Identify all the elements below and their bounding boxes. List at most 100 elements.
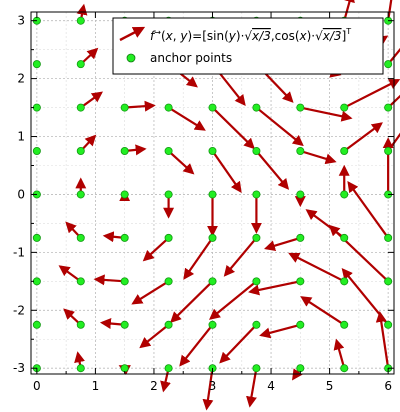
anchor-point (76, 16, 85, 25)
vector-arrow (343, 79, 400, 109)
anchor-point (164, 277, 173, 286)
anchor-point (384, 60, 393, 69)
anchor-point (340, 103, 349, 112)
anchor-point (120, 190, 129, 199)
anchor-point (384, 233, 393, 242)
vector-arrow (124, 100, 156, 112)
anchor-point (76, 277, 85, 286)
anchor-point (296, 190, 305, 199)
anchor-point (32, 320, 41, 329)
y-tick-label: 1 (17, 130, 25, 144)
vector-arrow (375, 310, 390, 369)
vector-arrow (202, 368, 214, 411)
vector-arrow (341, 268, 389, 326)
vector-arrow (80, 91, 103, 109)
axis-ticks: 0 1 2 3 4 5 6 -3 -2 -1 0 1 2 3 (13, 12, 394, 393)
anchor-point (296, 147, 305, 156)
vector-arrow (248, 280, 301, 296)
vector-arrow (131, 280, 170, 305)
anchor-point (384, 147, 393, 156)
vector-arrow (343, 122, 383, 152)
anchor-point (340, 320, 349, 329)
anchor-point (164, 364, 173, 373)
anchor-point (340, 364, 349, 373)
anchor-point (208, 103, 217, 112)
anchor-point (76, 364, 85, 373)
vector-arrow (223, 237, 258, 277)
vector-arrow (387, 94, 400, 109)
anchor-point (32, 147, 41, 156)
legend-vector-label: f→(x, y)=[sin(y)·√x/3,cos(x)·√x/3]T (150, 27, 351, 43)
vector-arrow (168, 106, 206, 131)
vector-arrow (328, 224, 389, 283)
vector-arrow (170, 280, 214, 324)
anchor-point (252, 320, 261, 329)
vector-arrow (211, 150, 242, 193)
anchor-point (340, 277, 349, 286)
anchor-point (252, 147, 261, 156)
anchor-point (32, 103, 41, 112)
anchor-point (208, 320, 217, 329)
vector-arrow (264, 236, 301, 252)
anchor-point (296, 233, 305, 242)
anchor-point (76, 103, 85, 112)
anchor-point (384, 277, 393, 286)
legend-box (112, 17, 384, 75)
anchor-point (120, 103, 129, 112)
anchor-point (32, 233, 41, 242)
vector-arrow (179, 324, 214, 367)
x-tick-label: 0 (33, 379, 41, 393)
vector-arrow (255, 106, 304, 147)
x-tick-label: 3 (209, 379, 217, 393)
legend-point-swatch (126, 53, 136, 63)
vector-arrow (300, 149, 337, 165)
anchor-point (384, 320, 393, 329)
anchor-point (296, 320, 305, 329)
anchor-point (208, 190, 217, 199)
y-tick-label: -1 (13, 245, 25, 259)
x-tick-label: 1 (92, 379, 100, 393)
y-tick-label: -3 (13, 361, 25, 375)
anchor-point (76, 190, 85, 199)
y-tick-label: 3 (17, 14, 25, 28)
anchor-point (252, 364, 261, 373)
vector-arrow (300, 296, 345, 326)
anchor-point (340, 190, 349, 199)
vector-arrow (211, 106, 255, 150)
y-tick-label: 2 (17, 72, 25, 86)
vector-arrow (139, 323, 170, 349)
legend-vector-swatch (119, 26, 146, 42)
anchor-point (32, 60, 41, 69)
vector-arrow (219, 324, 258, 364)
vector-arrow (58, 265, 82, 283)
legend: f→(x, y)=[sin(y)·√x/3,cos(x)·√x/3]T anch… (112, 17, 384, 75)
anchor-point (76, 147, 85, 156)
anchor-point (76, 233, 85, 242)
y-tick-label: -2 (13, 303, 25, 317)
anchor-point (120, 233, 129, 242)
vector-arrow (333, 338, 346, 369)
anchor-point (208, 233, 217, 242)
anchor-point (252, 103, 261, 112)
anchor-point (164, 233, 173, 242)
x-tick-label: 6 (384, 379, 392, 393)
vector-arrow (208, 280, 258, 320)
anchor-point (164, 103, 173, 112)
anchor-point (208, 277, 217, 286)
vector-arrow (343, 0, 355, 21)
anchor-point (32, 277, 41, 286)
anchor-point (296, 103, 305, 112)
vector-arrow (347, 181, 390, 239)
anchor-point (164, 320, 173, 329)
anchor-point (120, 147, 129, 156)
anchor-point (120, 364, 129, 373)
vector-arrow (142, 237, 170, 262)
x-tick-label: 4 (267, 379, 275, 393)
anchor-point (120, 320, 129, 329)
x-tick-label: 2 (150, 379, 158, 393)
anchor-point (384, 103, 393, 112)
vector-arrow (167, 150, 195, 175)
anchor-point (76, 60, 85, 69)
vector-arrow (387, 132, 400, 152)
vector-arrow (93, 274, 125, 286)
